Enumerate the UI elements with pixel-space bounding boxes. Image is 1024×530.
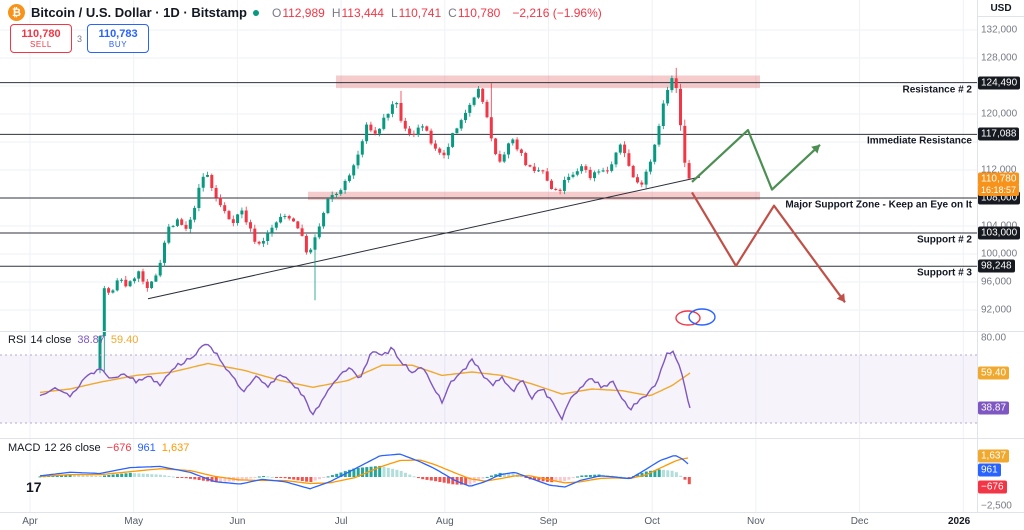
level-lines [0, 82, 977, 267]
projection-up-arrow[interactable] [691, 129, 821, 191]
high-value: 113,444 [341, 5, 384, 20]
month-label: Nov [746, 516, 765, 527]
rsi-value: 38.87 [77, 334, 105, 346]
ohlc-values: O 112,989 H 113,444 L 110,741 C 110,780 [265, 6, 500, 20]
macd-params: 12 26 close [44, 442, 101, 454]
rsi-scale-tick: 80.00 [981, 332, 1007, 344]
macd-hist-label: −676 [978, 480, 1007, 494]
symbol-title[interactable]: Bitcoin / U.S. Dollar · 1D · Bitstamp [31, 5, 247, 20]
macd-signal-line [39, 457, 689, 485]
price-tick: 92,000 [981, 304, 1012, 316]
trendline[interactable] [147, 176, 701, 300]
level-price-label: 98,248 [978, 259, 1015, 273]
month-label: Oct [644, 516, 660, 527]
high-label: H [331, 5, 341, 20]
bitcoin-logo-icon: ₿ [8, 4, 25, 21]
sell-price: 110,780 [21, 28, 61, 40]
order-panel: 110,780 SELL 3 110,783 BUY [10, 24, 150, 53]
rsi-value-label: 38.87 [978, 401, 1010, 415]
currency-label[interactable]: USD [978, 0, 1024, 17]
close-label: C [448, 5, 457, 20]
price-tick: 96,000 [981, 276, 1012, 288]
close-value: 110,780 [457, 5, 501, 20]
macd-legend[interactable]: MACD 12 26 close −676 961 1,637 [8, 442, 189, 454]
price-tick: 104,000 [981, 221, 1017, 232]
tradingview-logo[interactable]: 17 [26, 479, 42, 495]
level-price-label: 103,000 [978, 226, 1021, 240]
buy-button[interactable]: 110,783 BUY [87, 24, 150, 53]
support-resistance-zones [308, 75, 760, 201]
macd-hist-value: −676 [106, 442, 132, 454]
level-price-label: 124,490 [978, 76, 1021, 90]
sell-button[interactable]: 110,780 SELL [10, 24, 72, 53]
rsi-line [39, 343, 691, 422]
buy-label: BUY [108, 40, 128, 49]
chart-header: ₿ Bitcoin / U.S. Dollar · 1D · Bitstamp … [8, 4, 602, 21]
low-value: 110,741 [398, 5, 442, 20]
price-tick: 120,000 [981, 108, 1018, 120]
market-status-dot [252, 9, 259, 16]
month-label: Jun [229, 516, 246, 527]
month-label: Aug [435, 516, 454, 527]
rsi-pane [0, 343, 977, 424]
current-price-label: 110,780 [978, 172, 1020, 186]
macd-histogram [38, 465, 691, 485]
macd-pane [38, 453, 691, 490]
rsi-ma-label: 59.40 [978, 366, 1010, 380]
change-value: −2,216 (−1.96%) [512, 5, 602, 20]
month-label: Dec [850, 516, 869, 527]
price-tick: 132,000 [981, 24, 1018, 36]
candlestick-series [98, 67, 691, 374]
low-label: L [390, 5, 398, 20]
price-scale[interactable]: USD 132,000128,000120,000112,000104,0001… [977, 0, 1024, 512]
rsi-ma-line [39, 362, 691, 397]
open-value: 112,989 [282, 5, 325, 20]
rsi-legend[interactable]: RSI 14 close 38.87 59.40 [8, 334, 138, 346]
rsi-ma-value: 59.40 [110, 334, 139, 346]
open-label: O [271, 5, 282, 20]
macd-value-label: 961 [978, 463, 1001, 477]
sell-label: SELL [30, 40, 52, 49]
macd-line-value: 961 [137, 442, 156, 454]
macd-scale-tick: −2,500 [981, 500, 1012, 512]
price-tick: 100,000 [981, 248, 1018, 260]
month-label: May [124, 516, 144, 527]
month-label: Jul [334, 516, 348, 527]
level-price-label: 117,088 [978, 127, 1020, 141]
buy-price: 110,783 [98, 28, 138, 40]
time-axis[interactable]: Apr May Jun Jul Aug Sep Oct Nov Dec 2026 [0, 512, 1024, 530]
month-label: Apr [22, 516, 38, 527]
macd-signal-value: 1,637 [161, 442, 190, 454]
pane-separator-macd[interactable] [0, 438, 1024, 439]
pane-separator-rsi[interactable] [0, 331, 1024, 332]
price-tick: 112,000 [981, 164, 1017, 176]
year-label: 2026 [948, 516, 971, 527]
candle-countdown-label: 16:18:57 [978, 183, 1020, 196]
highlight-circles-doodle[interactable] [675, 308, 716, 326]
month-label: Sep [539, 516, 558, 527]
spread-value: 3 [77, 33, 83, 44]
projection-down-arrow[interactable] [691, 191, 846, 303]
macd-line [39, 453, 689, 490]
chart-canvas[interactable] [0, 0, 977, 512]
macd-signal-label: 1,637 [978, 449, 1010, 463]
macd-title: MACD [8, 442, 41, 454]
rsi-params: 14 close [30, 334, 72, 346]
rsi-title: RSI [8, 334, 27, 346]
price-tick: 128,000 [981, 52, 1018, 64]
